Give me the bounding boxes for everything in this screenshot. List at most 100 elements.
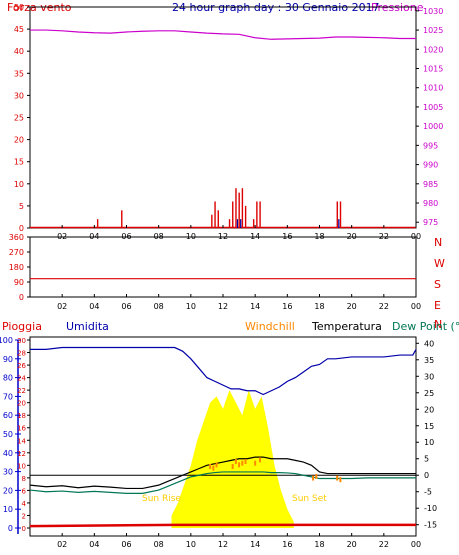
- humidity-tick-label: 30: [3, 468, 13, 477]
- sunset-annotation: Sun Set: [292, 494, 327, 504]
- hour-tick-label: 06: [121, 302, 131, 311]
- rain-tick-label: 12: [17, 450, 26, 458]
- wind-tick-label: 50: [14, 3, 24, 12]
- hour-tick-label: 04: [89, 540, 99, 549]
- wind-tick-label: 5: [19, 202, 24, 211]
- rain-tick-label: 24: [17, 375, 26, 383]
- hour-tick-label: 02: [57, 302, 67, 311]
- temperature-tick-label: -10: [424, 504, 437, 513]
- wind-spike: [232, 201, 234, 228]
- humidity-tick-label: 90: [3, 355, 13, 364]
- direction-tick-label: 270: [9, 248, 24, 257]
- rain-tick-label: 14: [17, 437, 26, 445]
- wind-pressure-ticks: 0510152025303540455097598098599099510001…: [14, 3, 444, 233]
- windchill-mark: [339, 477, 342, 483]
- rain-tick-label: 26: [17, 362, 26, 370]
- rain-tick-label: 16: [17, 425, 26, 433]
- wind-tick-label: 40: [14, 47, 24, 56]
- wind-spike: [214, 201, 216, 228]
- humidity-tick-label: 0: [8, 524, 13, 533]
- rain-tick-label: 30: [17, 337, 26, 345]
- windchill-mark: [336, 475, 339, 481]
- windchill-mark: [234, 459, 237, 465]
- windchill-mark: [312, 475, 315, 481]
- pressure-tick-label: 980: [423, 199, 438, 208]
- humidity-tick-label: 20: [3, 486, 13, 495]
- direction-letter: S: [434, 278, 441, 291]
- hour-tick-label: 16: [282, 540, 292, 549]
- rain-area: [171, 390, 294, 528]
- hour-tick-label: 16: [282, 232, 292, 241]
- hour-tick-label: 08: [154, 302, 164, 311]
- hour-tick-label: 20: [347, 540, 357, 549]
- hour-tick-label: 18: [314, 232, 324, 241]
- hour-tick-label: 10: [186, 232, 196, 241]
- hour-tick-label: 06: [121, 540, 131, 549]
- windchill-mark: [238, 462, 241, 468]
- windchill-mark: [244, 459, 247, 465]
- pressure-tick-label: 1010: [423, 84, 443, 93]
- wind-spike: [339, 201, 342, 228]
- wind-tick-label: 0: [19, 224, 24, 233]
- temperature-tick-label: 20: [424, 405, 434, 414]
- rain-tick-label: 18: [17, 412, 26, 420]
- humidity-tick-label: 10: [3, 505, 13, 514]
- wind-spike: [228, 219, 231, 228]
- rain-tick-label: 28: [17, 350, 26, 358]
- windchill-label: Windchill: [245, 320, 295, 333]
- wind-spike: [235, 188, 237, 228]
- hour-tick-label: 04: [89, 232, 99, 241]
- wind-tick-label: 15: [14, 158, 24, 167]
- hour-tick-label: 14: [250, 232, 260, 241]
- rain-tick-label: 4: [22, 500, 27, 508]
- temperature-tick-label: 0: [424, 471, 429, 480]
- wind-spike: [121, 210, 123, 228]
- wind-tick-label: 45: [14, 25, 24, 34]
- hour-tick-label: 16: [282, 302, 292, 311]
- pressure-tick-label: 1025: [423, 26, 443, 35]
- hour-axis: 02 02 02 04 04 04 06 06 06 08 08 08 10 10 10 12 12 12 14 14…: [57, 225, 421, 549]
- rain-axis-label: Pioggia: [2, 320, 42, 333]
- hour-tick-label: 12: [218, 540, 228, 549]
- humidity-axis-label: Umidita: [66, 320, 109, 333]
- temperature-tick-label: 15: [424, 422, 434, 431]
- wind-spike: [244, 205, 247, 228]
- dewpoint-line: [29, 471, 416, 494]
- humidity-line: [30, 346, 417, 396]
- direction-letter: W: [434, 257, 445, 270]
- pressure-tick-label: 1005: [423, 103, 443, 112]
- pressure-line: [30, 29, 416, 40]
- hour-tick-label: 00: [411, 302, 421, 311]
- wind-spike: [96, 219, 99, 228]
- humidity-tick-label: 60: [3, 411, 13, 420]
- humidity-tick-label: 50: [3, 430, 13, 439]
- humidity-tick-label: 100: [0, 336, 13, 345]
- humidity-tick-label: 40: [3, 449, 13, 458]
- pressure-tick-label: 1015: [423, 64, 443, 73]
- hour-tick-label: 22: [379, 232, 389, 241]
- wind-direction-ticks: 0 90 180 270 360: [9, 233, 30, 302]
- pressure-tick-label: 990: [423, 161, 438, 170]
- wind-tick-label: 30: [14, 91, 24, 100]
- wind-tick-label: 20: [14, 136, 24, 145]
- windchill-mark: [258, 457, 261, 463]
- hour-tick-label: 18: [314, 540, 324, 549]
- hour-tick-label: 10: [186, 540, 196, 549]
- windchill-mark: [209, 463, 212, 469]
- temperature-label: Temperatura: [311, 320, 382, 333]
- windchill-mark: [215, 462, 218, 468]
- wind-tick-label: 10: [14, 180, 24, 189]
- pressure-tick-label: 1020: [423, 45, 443, 54]
- wind-spike: [211, 214, 213, 228]
- wind-spike: [238, 192, 240, 228]
- temperature-tick-label: -5: [424, 488, 432, 497]
- wind-tick-label: 25: [14, 114, 24, 123]
- hour-tick-label: 12: [218, 232, 228, 241]
- direction-tick-label: 0: [19, 293, 24, 302]
- temperature-data: [29, 346, 417, 528]
- windchill-mark: [231, 463, 234, 469]
- temperature-tick-label: 35: [424, 356, 434, 365]
- direction-tick-label: 90: [14, 278, 24, 287]
- pressure-tick-label: 985: [423, 180, 438, 189]
